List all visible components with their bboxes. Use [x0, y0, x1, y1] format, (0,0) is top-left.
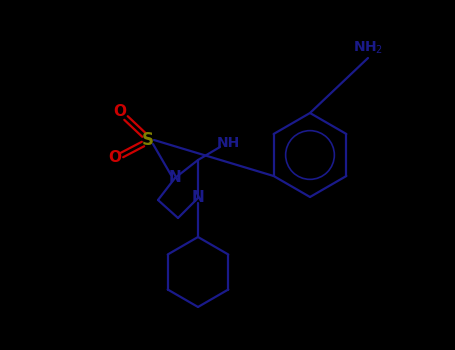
Text: O: O	[113, 105, 126, 119]
Text: NH: NH	[217, 136, 240, 150]
Text: NH$_2$: NH$_2$	[353, 40, 383, 56]
Text: N: N	[169, 170, 182, 186]
Text: O: O	[108, 150, 121, 166]
Text: S: S	[142, 131, 154, 149]
Text: N: N	[192, 190, 204, 205]
